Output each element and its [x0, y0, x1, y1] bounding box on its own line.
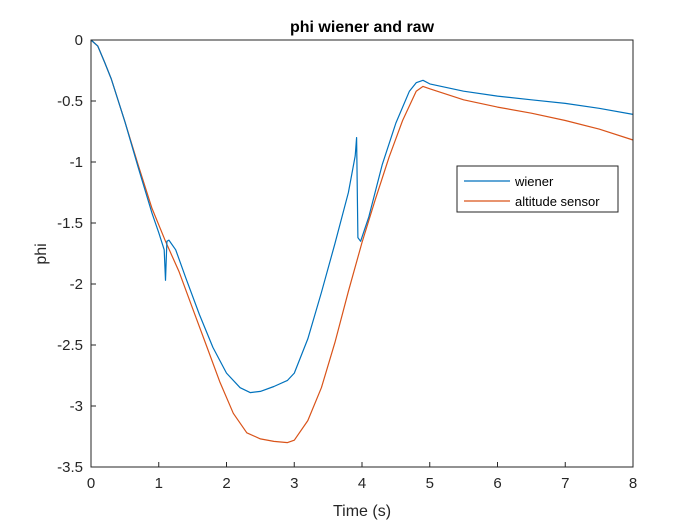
chart-title: phi wiener and raw — [290, 19, 435, 36]
x-tick-label: 1 — [155, 475, 163, 492]
legend-label-wiener: wiener — [514, 174, 554, 189]
axis-ticks: 0 1 2 3 4 5 6 7 8 0 -0.5 -1 -1.5 -2 -2.5 -3 -3.5 — [57, 32, 637, 492]
y-tick-label: 0 — [75, 32, 83, 49]
y-tick-label: -1.5 — [57, 215, 83, 232]
x-tick-label: 8 — [629, 475, 637, 492]
y-tick-label: -1 — [70, 154, 83, 171]
y-tick-label: -2.5 — [57, 337, 83, 354]
x-tick-label: 5 — [426, 475, 434, 492]
y-tick-label: -2 — [70, 276, 83, 293]
x-tick-label: 0 — [87, 475, 95, 492]
y-axis-label: phi — [33, 243, 50, 264]
legend-box — [456, 165, 619, 213]
x-tick-label: 4 — [358, 475, 366, 492]
series-line-altitude-sensor — [90, 39, 634, 444]
x-tick-label: 6 — [493, 475, 501, 492]
plot-area — [91, 40, 633, 467]
legend-label-altitude-sensor: altitude sensor — [515, 194, 600, 209]
x-tick-label: 7 — [561, 475, 569, 492]
x-tick-label: 2 — [222, 475, 230, 492]
legend: wiener altitude sensor — [456, 165, 619, 213]
series-lines — [90, 39, 634, 444]
series-line-wiener — [90, 39, 634, 394]
x-axis-label: Time (s) — [333, 503, 391, 520]
y-tick-label: -0.5 — [57, 93, 83, 110]
x-tick-label: 3 — [290, 475, 298, 492]
y-tick-label: -3 — [70, 398, 83, 415]
y-tick-label: -3.5 — [57, 459, 83, 476]
